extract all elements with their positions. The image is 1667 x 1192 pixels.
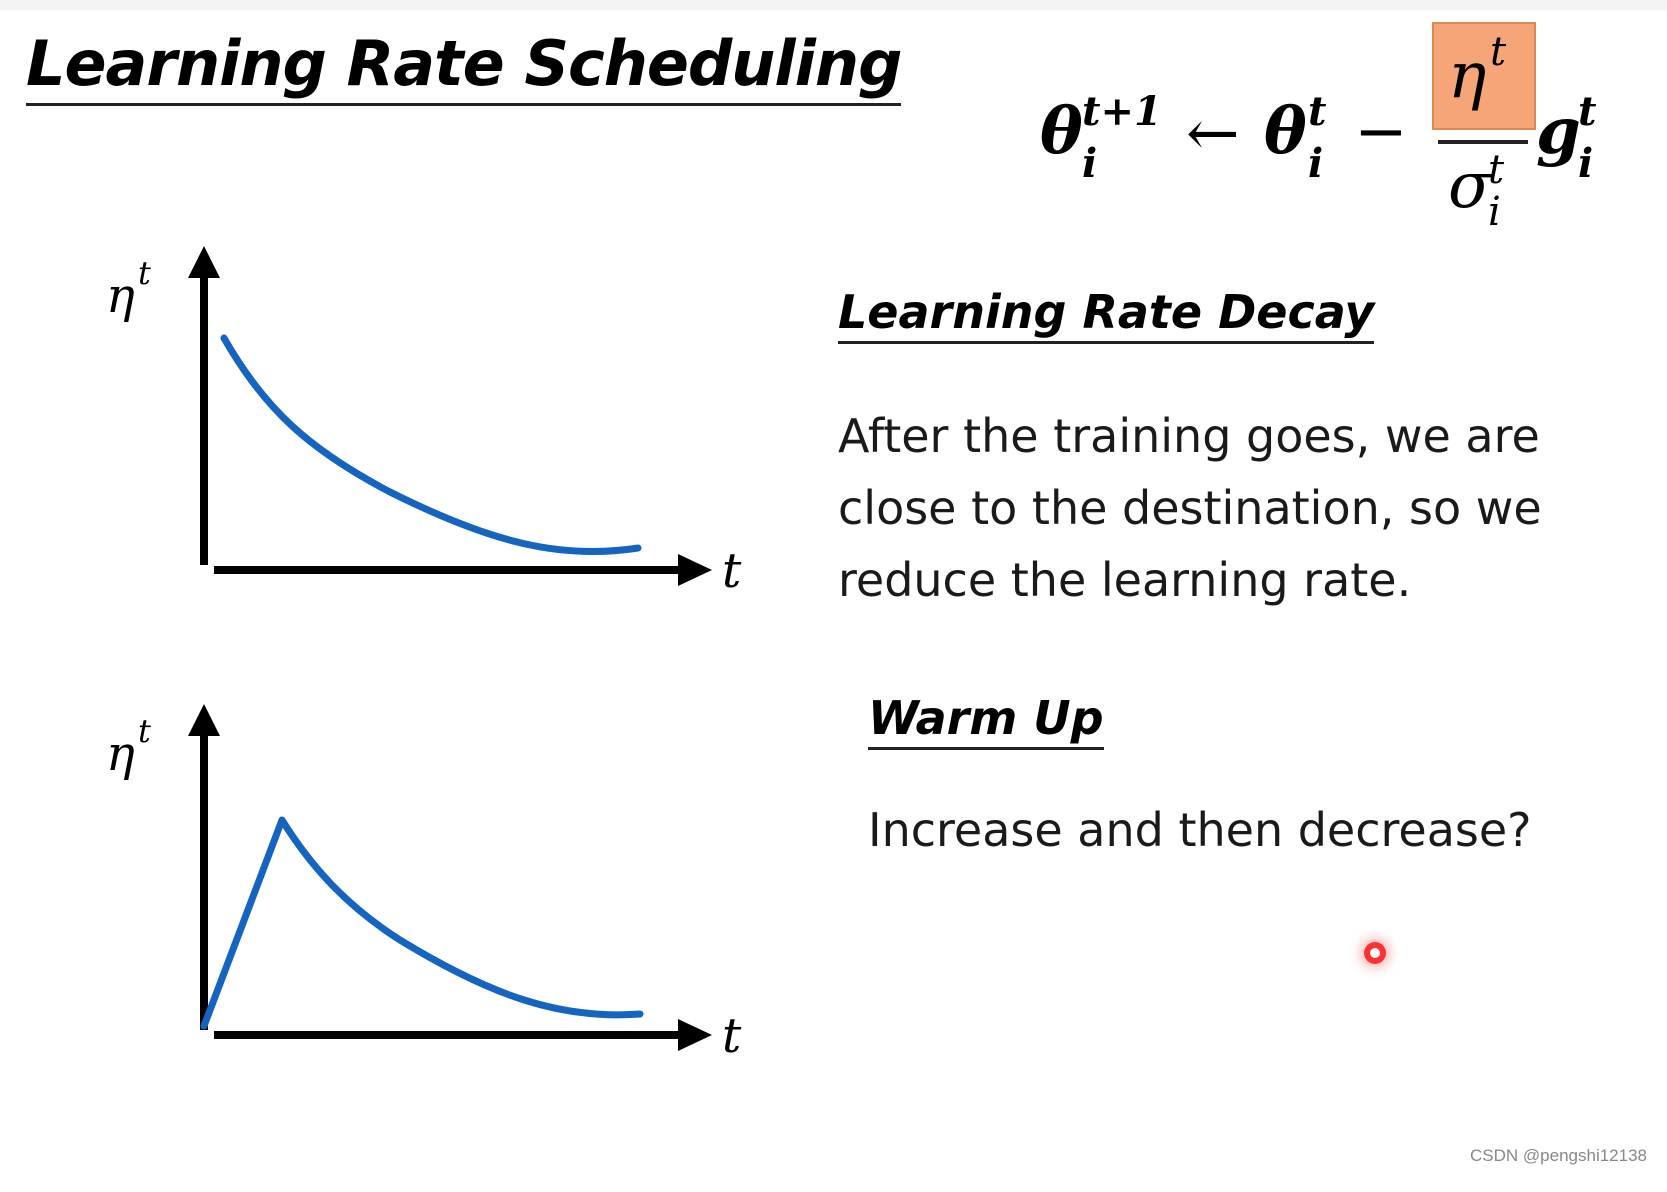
warmup-y-arrowhead [188, 704, 220, 736]
decay-description: After the training goes, we are close to… [838, 409, 1542, 607]
formula-sub-i-left: i [1082, 140, 1098, 187]
decay-x-label: t [722, 543, 742, 599]
formula-sigma-sup-t: t [1488, 147, 1505, 193]
formula-eta: η [1448, 39, 1487, 113]
formula-eta-sup-t: t [1490, 29, 1507, 75]
formula-sub-i-right: i [1308, 140, 1324, 187]
formula-minus: − [1354, 95, 1408, 169]
formula-arrow: ← [1186, 97, 1240, 171]
update-formula: θ t+1 i ← θ t i − η t σ t i g t i [1040, 14, 1640, 244]
warmup-graph: η t t [106, 704, 742, 1064]
decay-y-label-sup: t [138, 254, 151, 292]
formula-sup-t-plus-1: t+1 [1082, 88, 1162, 135]
decay-y-arrowhead [188, 246, 220, 278]
formula-sigma-sub-i: i [1488, 189, 1501, 235]
watermark: CSDN @pengshi12138 [1470, 1146, 1647, 1165]
formula-g-sub-i: i [1578, 140, 1594, 187]
fraction-bar [1438, 140, 1528, 144]
eta-highlight-box [1432, 22, 1536, 130]
formula-g: g [1536, 94, 1581, 169]
decay-curve [220, 334, 642, 556]
formula-g-sup-t: t [1578, 88, 1597, 135]
formula-sigma: σ [1448, 149, 1492, 223]
warmup-curve [200, 816, 644, 1030]
warmup-x-label: t [722, 1008, 742, 1064]
warmup-y-label: η [106, 726, 135, 782]
warmup-heading: Warm Up [868, 692, 1104, 750]
warmup-description: Increase and then decrease? [868, 803, 1532, 857]
formula-theta-left: θ [1040, 94, 1083, 169]
slide-top-bar [0, 0, 1667, 10]
decay-heading: Learning Rate Decay [838, 286, 1375, 344]
formula-theta-right: θ [1264, 94, 1307, 169]
decay-graph: η t t [106, 246, 742, 599]
decay-x-arrowhead [678, 554, 712, 586]
warmup-x-arrowhead [678, 1019, 712, 1051]
slide-title: Learning Rate Scheduling [26, 28, 902, 107]
laser-pointer-dot [1364, 942, 1386, 964]
warmup-y-label-sup: t [138, 712, 151, 750]
decay-y-label: η [106, 268, 135, 324]
formula-sup-t-right: t [1308, 88, 1327, 135]
